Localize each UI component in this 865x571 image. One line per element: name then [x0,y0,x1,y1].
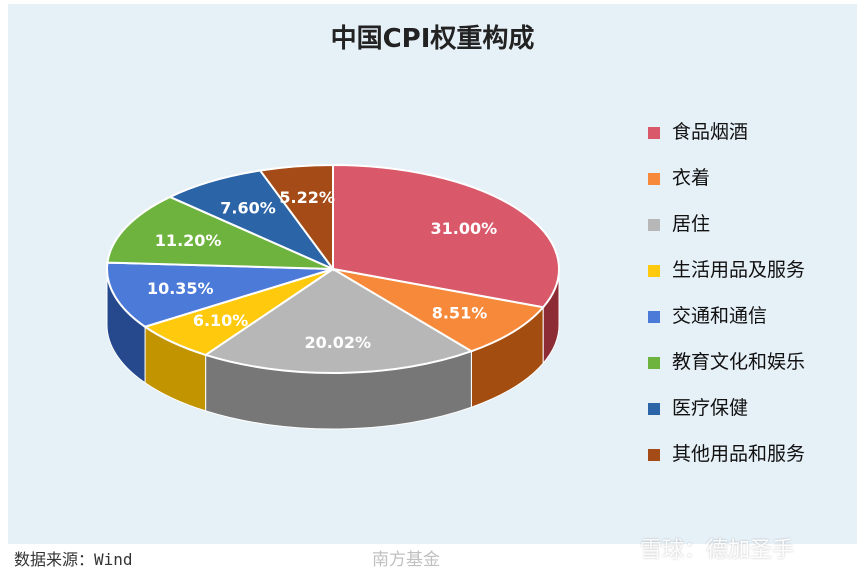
chart-title: 中国CPI权重构成 [330,24,535,54]
legend-label-5: 教育文化和娱乐 [672,351,806,373]
pie-data-label-3: 6.10% [193,311,249,330]
pie-data-labels: 31.00% 8.51% 20.02% 6.10% 10.35% 11.20% 7.60%5… [147,188,497,352]
pie-slice-0 [332,163,560,309]
pie-slices [106,163,560,374]
pie-data-label-0: 31.00% [431,219,498,238]
chart-panel: 中国CPI权重构成 31.00% 8.51% 20.02% 6.10% 10.35% 11… [8,4,857,544]
legend-label-3: 生活用品及服务 [672,259,806,281]
data-source: 数据来源：Wind [14,550,133,569]
legend-label-7: 其他用品和服务 [672,443,806,465]
pie-data-label-7: 5.22% [279,188,335,207]
watermark-xueqiu: 雪球：德加圣手 [640,538,795,563]
watermark-weibo: 南方基金 [372,550,440,570]
pie-data-label-1: 8.51% [432,304,488,323]
pie-sides [106,268,560,430]
legend-swatch-1 [648,173,660,185]
pie-data-label-5: 11.20% [155,231,222,250]
legend-swatch-3 [648,265,660,277]
legend-swatch-4 [648,311,660,323]
pie-data-label-2: 20.02% [304,333,371,352]
pie-slice-1 [332,268,546,353]
legend-swatch-2 [648,219,660,231]
legend-label-0: 食品烟酒 [672,121,749,143]
pie-slice-6 [167,169,337,272]
pie-data-label-6: 7.60% [220,199,276,218]
pie-slice-2 [203,267,474,374]
legend-label-6: 医疗保健 [672,397,749,419]
legend-swatch-6 [648,403,660,415]
pie-chart: 31.00% 8.51% 20.02% 6.10% 10.35% 11.20% 7.60%5… [106,163,560,430]
pie-slice-7 [258,163,334,273]
legend-label-2: 居住 [672,213,711,235]
legend-label-4: 交通和通信 [672,305,768,327]
legend-swatch-7 [648,449,660,461]
pie-data-label-4: 10.35% [147,279,214,298]
pie-slice-4 [106,261,334,328]
pie-slice-5 [106,195,334,270]
legend-label-1: 衣着 [672,167,711,189]
legend-swatch-0 [648,127,660,139]
legend-swatch-5 [648,357,660,369]
